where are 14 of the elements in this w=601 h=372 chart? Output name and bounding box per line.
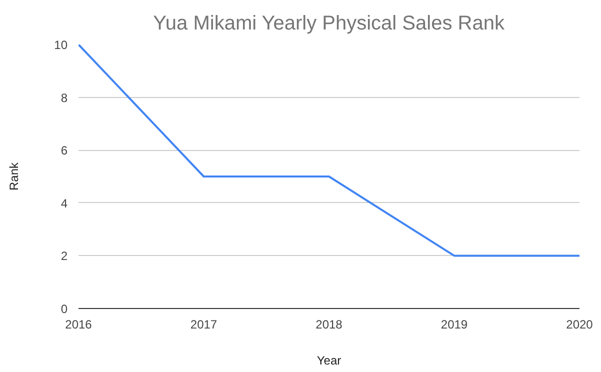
x-tick-label: 2019 xyxy=(440,318,468,332)
x-tick-label: 2017 xyxy=(190,318,218,332)
x-tick-label: 2018 xyxy=(316,318,343,332)
y-axis-title: Rank xyxy=(7,161,22,191)
x-tick-label: 2016 xyxy=(65,318,92,332)
y-tick-label: 8 xyxy=(60,90,68,105)
y-tick-label: 6 xyxy=(60,144,68,158)
x-tick-label: 2020 xyxy=(566,318,594,332)
x-axis-title: Year xyxy=(316,354,342,368)
y-tick-label: 0 xyxy=(60,302,68,316)
y-tick-label: 4 xyxy=(60,196,68,210)
y-tick-label: 10 xyxy=(54,38,68,52)
y-tick-label: 2 xyxy=(60,249,68,264)
chart-title: Yua Mikami Yearly Physical Sales Rank xyxy=(153,12,506,34)
